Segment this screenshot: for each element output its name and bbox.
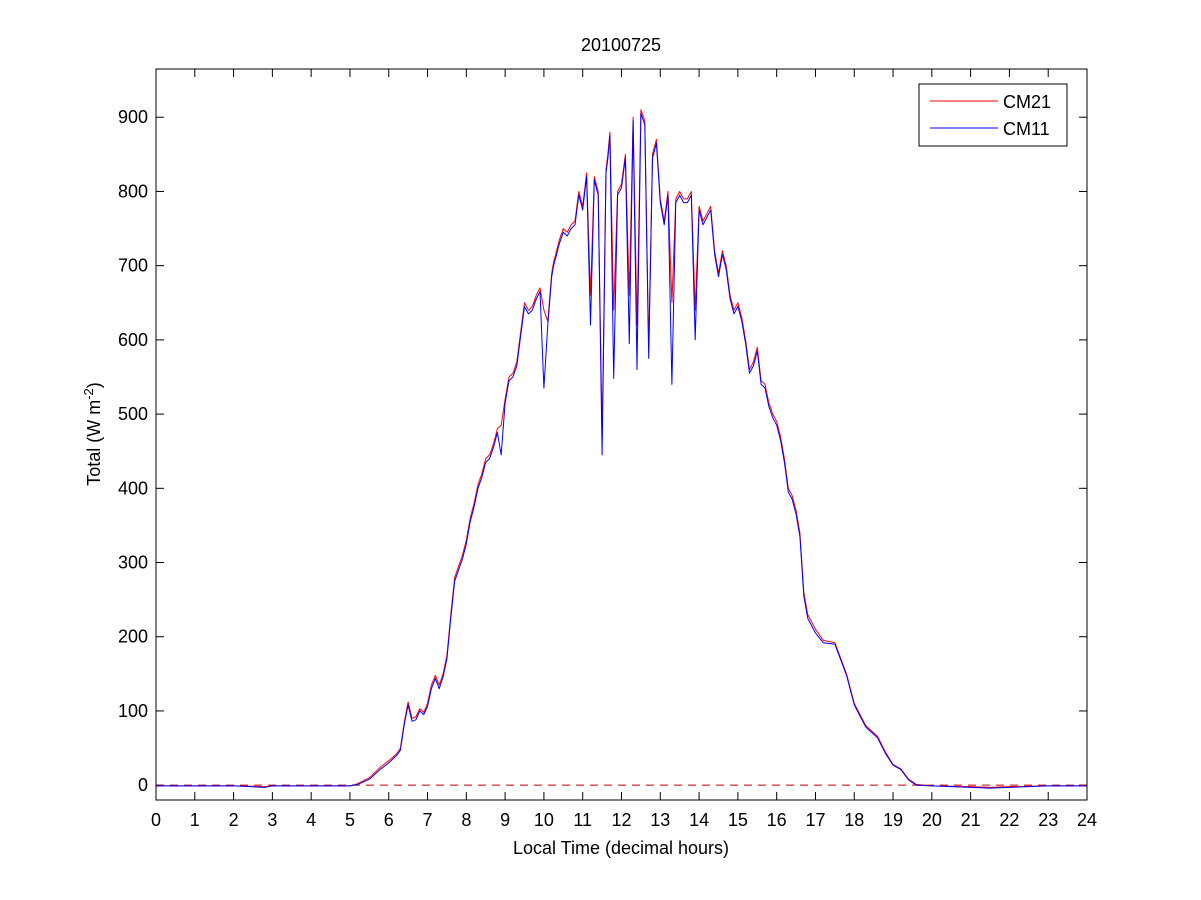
y-tick-label: 700 xyxy=(118,256,148,276)
series-line-cm21 xyxy=(156,109,1087,788)
legend-label-cm11: CM11 xyxy=(1003,119,1050,139)
y-tick-label: 400 xyxy=(118,478,148,498)
y-tick-label: 0 xyxy=(138,775,148,795)
x-tick-label: 13 xyxy=(650,810,670,830)
x-tick-label: 2 xyxy=(229,810,239,830)
series-line-cm11 xyxy=(156,113,1087,789)
x-tick-label: 17 xyxy=(805,810,825,830)
x-tick-label: 1 xyxy=(190,810,200,830)
x-tick-label: 18 xyxy=(844,810,864,830)
chart-title: 20100725 xyxy=(581,35,661,55)
y-tick-label: 100 xyxy=(118,701,148,721)
y-axis-label: Total (W m-2) xyxy=(81,382,104,486)
legend-label-cm21: CM21 xyxy=(1003,92,1051,112)
x-tick-label: 8 xyxy=(461,810,471,830)
legend-box xyxy=(918,83,1068,147)
series-layer xyxy=(156,109,1087,789)
x-tick-label: 23 xyxy=(1038,810,1058,830)
plot-area xyxy=(156,69,1087,800)
x-tick-label: 21 xyxy=(961,810,981,830)
x-tick-label: 24 xyxy=(1077,810,1097,830)
x-tick-label: 22 xyxy=(999,810,1019,830)
y-tick-label: 900 xyxy=(118,107,148,127)
y-axis-label-prefix: Total (W m xyxy=(84,400,104,486)
x-tick-label: 11 xyxy=(573,810,592,830)
legend: CM21 CM11 xyxy=(918,83,1068,147)
x-tick-label: 19 xyxy=(883,810,903,830)
x-tick-label: 9 xyxy=(500,810,510,830)
x-tick-label: 0 xyxy=(151,810,161,830)
y-tick-label: 200 xyxy=(118,627,148,647)
y-tick-label: 300 xyxy=(118,553,148,573)
x-tick-label: 10 xyxy=(534,810,554,830)
y-axis-label-superscript: -2 xyxy=(81,388,96,400)
x-tick-label: 3 xyxy=(267,810,277,830)
x-tick-label: 16 xyxy=(767,810,787,830)
x-axis: 0 1 2 3 4 5 6 7 8 9 10 11 12 13 14 15 16 17 18 19 20 21 22 23 24 xyxy=(151,69,1097,830)
x-tick-label: 12 xyxy=(611,810,631,830)
x-tick-label: 7 xyxy=(423,810,433,830)
x-tick-label: 14 xyxy=(689,810,709,830)
x-tick-label: 4 xyxy=(306,810,316,830)
y-tick-label: 800 xyxy=(118,181,148,201)
x-tick-label: 6 xyxy=(384,810,394,830)
y-axis-label-suffix: ) xyxy=(84,382,104,388)
y-tick-label: 600 xyxy=(118,330,148,350)
plot-frame xyxy=(155,68,1088,801)
x-axis-label: Local Time (decimal hours) xyxy=(513,838,729,858)
x-tick-label: 15 xyxy=(728,810,748,830)
x-tick-label: 20 xyxy=(922,810,942,830)
y-tick-label: 500 xyxy=(118,404,148,424)
x-tick-label: 5 xyxy=(345,810,355,830)
y-axis: 0 100 200 300 400 500 600 700 800 900 xyxy=(118,107,1087,795)
